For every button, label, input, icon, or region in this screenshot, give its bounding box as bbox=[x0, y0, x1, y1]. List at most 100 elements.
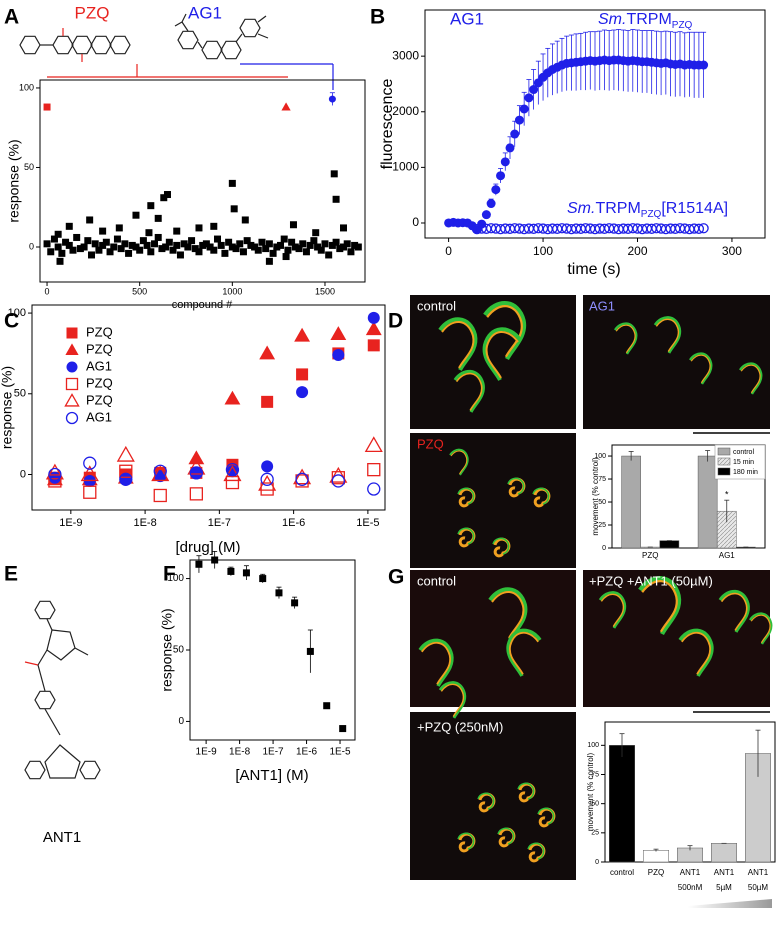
marker bbox=[265, 240, 273, 248]
legend-swatch bbox=[717, 467, 731, 476]
image-label: +PZQ +ANT1 (50µM) bbox=[589, 573, 713, 588]
marker bbox=[367, 311, 380, 324]
legend-swatch bbox=[717, 447, 731, 456]
marker bbox=[110, 243, 118, 251]
annotation: Sm.TRPMPZQ bbox=[598, 11, 693, 30]
x-tick-label: ANT1 bbox=[714, 868, 735, 877]
image-label: PZQ bbox=[417, 436, 444, 451]
x-tick-label: 500 bbox=[132, 286, 147, 296]
image-label: +PZQ (250nM) bbox=[417, 719, 503, 734]
marker bbox=[153, 488, 167, 503]
y-tick-label: 0 bbox=[412, 215, 419, 229]
y-tick-label: 75 bbox=[591, 771, 599, 778]
x-tick-label: 1E-6 bbox=[282, 517, 305, 529]
image-panel bbox=[410, 570, 773, 908]
structure-label: PZQ bbox=[75, 3, 110, 22]
marker bbox=[65, 222, 73, 230]
marker bbox=[331, 474, 345, 488]
marker bbox=[288, 238, 296, 246]
marker bbox=[367, 339, 380, 352]
marker bbox=[296, 386, 309, 399]
marker bbox=[340, 243, 348, 251]
image-label: AG1 bbox=[589, 298, 615, 313]
marker bbox=[188, 237, 196, 245]
legend-marker bbox=[65, 411, 79, 425]
marker bbox=[84, 237, 92, 245]
marker bbox=[323, 702, 331, 710]
marker bbox=[162, 243, 170, 251]
x-tick-label: control bbox=[610, 868, 634, 877]
marker bbox=[296, 368, 309, 381]
annotation-part: Sm. bbox=[567, 200, 595, 217]
x-tick-label: 1E-7 bbox=[208, 517, 231, 529]
marker bbox=[262, 245, 270, 253]
marker bbox=[261, 395, 274, 408]
y-tick-label: 100 bbox=[167, 573, 184, 584]
marker bbox=[351, 241, 359, 249]
y-tick-label: 2000 bbox=[392, 104, 419, 118]
x-axis-label: time (s) bbox=[567, 261, 620, 278]
bar bbox=[697, 455, 718, 549]
marker bbox=[99, 241, 107, 249]
marker bbox=[139, 237, 147, 245]
legend-label: PZQ bbox=[86, 324, 113, 339]
marker bbox=[312, 229, 320, 237]
marker bbox=[258, 238, 266, 246]
marker bbox=[339, 725, 347, 733]
marker bbox=[265, 257, 273, 265]
marker bbox=[43, 103, 51, 111]
marker bbox=[295, 245, 303, 253]
marker bbox=[160, 194, 168, 202]
marker bbox=[273, 243, 281, 251]
y-tick-label: 50 bbox=[598, 499, 606, 506]
marker bbox=[76, 245, 84, 253]
x-tick-label: 1E-6 bbox=[296, 747, 318, 758]
marker bbox=[230, 205, 238, 213]
legend-label: control bbox=[733, 449, 754, 456]
marker bbox=[143, 241, 151, 249]
legend-marker bbox=[65, 343, 79, 355]
marker bbox=[275, 589, 283, 597]
marker bbox=[47, 248, 55, 256]
marker bbox=[336, 245, 344, 253]
marker bbox=[214, 235, 222, 243]
marker bbox=[225, 475, 240, 490]
y-tick-label: 25 bbox=[591, 830, 599, 837]
marker bbox=[151, 465, 170, 482]
plot-frame bbox=[189, 559, 356, 741]
annotation: * bbox=[725, 490, 729, 500]
x-tick-label: 200 bbox=[627, 244, 647, 258]
marker bbox=[317, 246, 325, 254]
panel-label: F bbox=[163, 563, 176, 586]
y-tick-label: 0 bbox=[178, 716, 184, 727]
marker bbox=[190, 466, 203, 479]
bar bbox=[621, 455, 641, 549]
marker bbox=[329, 466, 348, 483]
y-tick-label: 100 bbox=[587, 742, 599, 749]
marker bbox=[48, 474, 62, 488]
marker bbox=[88, 251, 96, 259]
marker bbox=[132, 243, 140, 251]
marker bbox=[251, 243, 259, 251]
y-tick-label: 0 bbox=[595, 859, 599, 866]
x-tick-label: 1000 bbox=[222, 286, 242, 296]
x-tick-label: 100 bbox=[533, 244, 553, 258]
marker bbox=[113, 235, 121, 243]
marker bbox=[211, 556, 219, 564]
y-tick-label: 50 bbox=[14, 388, 26, 400]
legend-marker bbox=[65, 377, 79, 391]
marker bbox=[241, 216, 249, 224]
marker bbox=[277, 241, 285, 249]
marker bbox=[698, 223, 709, 234]
annotation-part: PZQ bbox=[641, 209, 662, 220]
marker bbox=[243, 237, 251, 245]
marker bbox=[43, 240, 51, 248]
marker bbox=[169, 246, 177, 254]
legend-label: AG1 bbox=[86, 358, 112, 373]
marker bbox=[189, 487, 204, 501]
marker bbox=[524, 93, 534, 103]
marker bbox=[62, 238, 70, 246]
legend-label: PZQ bbox=[86, 392, 113, 407]
marker bbox=[260, 482, 274, 496]
annotation-part: TRPM bbox=[626, 11, 671, 28]
